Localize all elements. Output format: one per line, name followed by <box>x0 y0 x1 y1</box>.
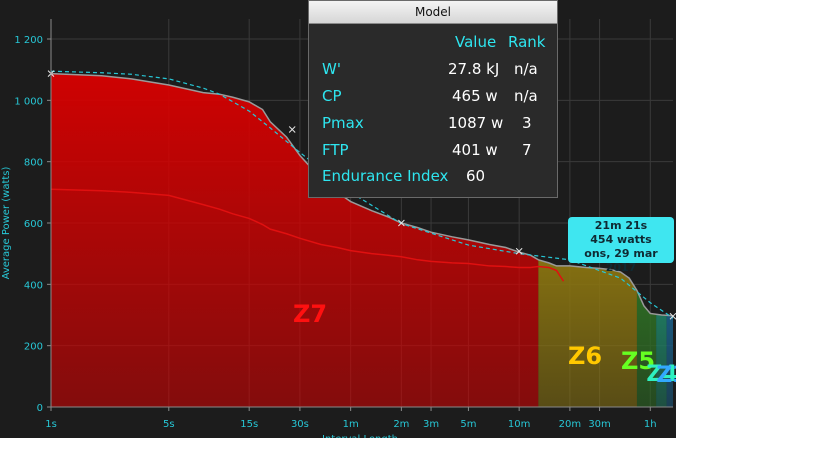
zone-label-z6: Z6 <box>568 342 602 370</box>
model-panel: Model Value Rank W' 27.8 kJ n/a CP 465 w… <box>308 0 558 198</box>
model-row-rank: 7 <box>522 141 532 159</box>
model-row-pmax: Pmax 1087 w 3 <box>309 114 557 138</box>
model-row-name: CP <box>322 87 342 105</box>
zone-label-z5: Z5 <box>621 347 655 375</box>
model-row-rank: 3 <box>522 114 532 132</box>
y-tick-label: 1 200 <box>14 35 43 46</box>
zone-area-z6 <box>538 259 637 407</box>
model-row-value: 465 w <box>452 87 498 105</box>
x-axis-title: Interval Length <box>322 434 398 438</box>
model-row-value: 1087 w <box>448 114 504 132</box>
model-row-name: Pmax <box>322 114 364 132</box>
zone-area-z4 <box>656 314 667 407</box>
y-tick-label: 800 <box>24 158 43 169</box>
x-tick-label: 1s <box>45 419 57 430</box>
model-header-row: Value Rank <box>309 33 557 57</box>
x-tick-label: 20m <box>559 419 581 430</box>
zone-area-z5 <box>636 290 657 407</box>
zone-label-z7: Z7 <box>293 300 327 328</box>
x-tick-label: 1h <box>644 419 657 430</box>
x-tick-label: 2m <box>393 419 409 430</box>
model-row-value: 60 <box>466 167 486 185</box>
zone-area-z7 <box>51 73 539 408</box>
y-tick-label: 0 <box>37 403 43 414</box>
model-row-ftp: FTP 401 w 7 <box>309 141 557 165</box>
model-row-name: Endurance Index <box>322 167 449 185</box>
x-tick-label: 15s <box>240 419 258 430</box>
hover-tooltip: 21m 21s 454 watts ons, 29 mar 2017 <box>568 217 674 274</box>
zone-label-z3: Z3 <box>656 363 676 388</box>
model-row-cp: CP 465 w n/a <box>309 87 557 111</box>
point-marker <box>288 126 296 133</box>
model-header-rank: Rank <box>508 33 546 51</box>
y-tick-label: 200 <box>24 342 43 353</box>
model-row-rank: n/a <box>514 60 538 78</box>
x-tick-label: 5s <box>163 419 175 430</box>
model-header-value: Value <box>455 33 497 51</box>
x-tick-label: 30s <box>291 419 309 430</box>
x-tick-label: 3m <box>423 419 439 430</box>
y-tick-label: 600 <box>24 219 43 230</box>
model-row-name: FTP <box>322 141 349 159</box>
model-row-wprime: W' 27.8 kJ n/a <box>309 60 557 84</box>
x-tick-label: 1m <box>343 419 359 430</box>
tooltip-ride: ons, 29 mar 2017 <box>584 247 658 274</box>
model-row-name: W' <box>322 60 341 78</box>
y-tick-label: 400 <box>24 280 43 291</box>
zone-label-z4: Z4 <box>646 362 676 387</box>
model-row-value: 27.8 kJ <box>448 60 500 78</box>
x-tick-label: 5m <box>460 419 476 430</box>
red-power-curve-line <box>50 188 565 282</box>
cp-model-line <box>50 70 674 319</box>
tooltip-watts: 454 watts <box>590 233 652 246</box>
model-row-value: 401 w <box>452 141 498 159</box>
model-panel-title: Model <box>309 1 557 24</box>
x-tick-label: 10m <box>508 419 530 430</box>
chart-svg[interactable]: Z7 Z6 Z5Z4Z3 0 200 400 600 800 1 000 1 200 1s 5s 15s… <box>0 0 676 438</box>
y-axis-title: Average Power (watts) <box>1 166 12 279</box>
y-tick-label: 1 000 <box>14 96 43 107</box>
point-marker <box>398 219 405 227</box>
model-row-endurance-index: Endurance Index 60 <box>309 167 557 191</box>
model-row-rank: n/a <box>514 87 538 105</box>
x-tick-label: 30m <box>588 419 610 430</box>
point-marker <box>515 247 523 255</box>
best-power-curve-line <box>50 72 674 317</box>
tooltip-duration: 21m 21s <box>594 219 648 232</box>
point-marker <box>669 312 676 320</box>
zone-area-z3 <box>666 315 673 407</box>
